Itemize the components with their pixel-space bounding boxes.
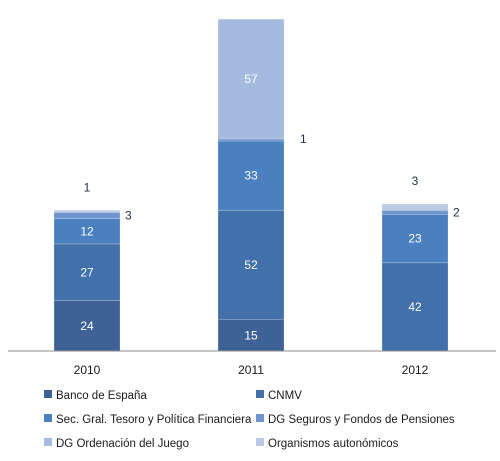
- legend-label-organismos-autonomicos: Organismos autonómicos: [268, 438, 399, 450]
- legend-swatch-dg-seguros-y-fondos-de-pensiones: [256, 414, 264, 422]
- x-tick-label-2010: 2010: [74, 363, 101, 377]
- bar-segment-2011-dg-ordenacion-del-juego: [217, 18, 285, 140]
- data-label-2010-cnmv: 27: [80, 265, 94, 279]
- legend-item-sec-gral-tesoro-y-politica-financiera: Sec. Gral. Tesoro y Política Financiera: [44, 414, 252, 426]
- x-tick-label-2011: 2011: [238, 363, 264, 377]
- legend-item-cnmv: CNMV: [256, 390, 302, 402]
- legend: Banco de España CNMV Sec. Gral. Tesoro y P…: [44, 390, 455, 450]
- bar-segment-2011-dg-seguros-y-fondos-de-pensiones: [217, 138, 285, 142]
- bar-segment-2012-cnmv: [381, 262, 449, 352]
- legend-item-dg-seguros-y-fondos-de-pensiones: DG Seguros y Fondos de Pensiones: [256, 414, 455, 426]
- data-label-2011-banco-de-espana: 15: [244, 328, 258, 342]
- data-label-2012-sec-gral-tesoro-y-politica-financiera: 23: [408, 232, 422, 246]
- data-label-2012-dg-seguros-y-fondos-de-pensiones: 2: [453, 205, 460, 219]
- legend-label-dg-ordenacion-del-juego: DG Ordenación del Juego: [56, 438, 189, 450]
- bar-segment-2012-organismos-autonomicos: [381, 203, 449, 211]
- x-tick-label-2012: 2012: [402, 363, 429, 377]
- bar-segment-2012-dg-seguros-y-fondos-de-pensiones: [381, 210, 449, 215]
- data-label-2010-dg-seguros-y-fondos-de-pensiones: 3: [125, 209, 132, 223]
- legend-swatch-sec-gral-tesoro-y-politica-financiera: [44, 414, 52, 422]
- data-label-2012-cnmv: 42: [408, 300, 422, 314]
- legend-item-dg-ordenacion-del-juego: DG Ordenación del Juego: [44, 438, 189, 450]
- bar-segment-2010-organismos-autonomicos: [53, 210, 121, 213]
- bar-segment-2010-banco-de-espana: [53, 300, 121, 352]
- legend-swatch-banco-de-espana: [44, 390, 52, 398]
- bar-segment-2012-sec-gral-tesoro-y-politica-financiera: [381, 214, 449, 264]
- data-label-2012-organismos-autonomicos: 3: [412, 174, 419, 188]
- legend-swatch-cnmv: [256, 390, 264, 398]
- legend-label-banco-de-espana: Banco de España: [56, 390, 147, 402]
- x-tick-labels: 2010 2011 2012: [74, 363, 429, 377]
- bar-segment-2010-dg-seguros-y-fondos-de-pensiones: [53, 212, 121, 219]
- bar-segment-2011-cnmv: [217, 210, 285, 320]
- legend-label-cnmv: CNMV: [268, 390, 302, 402]
- bar-segment-2011-banco-de-espana: [217, 319, 285, 352]
- legend-label-sec-gral-tesoro-y-politica-financiera: Sec. Gral. Tesoro y Política Financiera: [56, 414, 252, 426]
- data-label-2010-sec-gral-tesoro-y-politica-financiera: 12: [80, 224, 94, 238]
- legend-item-organismos-autonomicos: Organismos autonómicos: [256, 438, 399, 450]
- legend-swatch-dg-ordenacion-del-juego: [44, 438, 52, 446]
- legend-label-dg-seguros-y-fondos-de-pensiones: DG Seguros y Fondos de Pensiones: [268, 414, 455, 426]
- bar-segment-2011-sec-gral-tesoro-y-politica-financiera: [217, 140, 285, 211]
- data-label-2011-cnmv: 52: [244, 258, 258, 272]
- data-label-2011-dg-seguros-y-fondos-de-pensiones: 1: [300, 132, 307, 146]
- legend-item-banco-de-espana: Banco de España: [44, 390, 147, 402]
- data-label-2011-dg-ordenacion-del-juego: 57: [244, 72, 258, 86]
- bar-segment-2010-cnmv: [53, 243, 121, 301]
- legend-swatch-organismos-autonomicos: [256, 438, 264, 446]
- data-label-2010-banco-de-espana: 24: [80, 319, 94, 333]
- data-label-2010-organismos-autonomicos: 1: [84, 180, 91, 194]
- data-label-2011-sec-gral-tesoro-y-politica-financiera: 33: [244, 169, 258, 183]
- bars-layer: [53, 18, 449, 352]
